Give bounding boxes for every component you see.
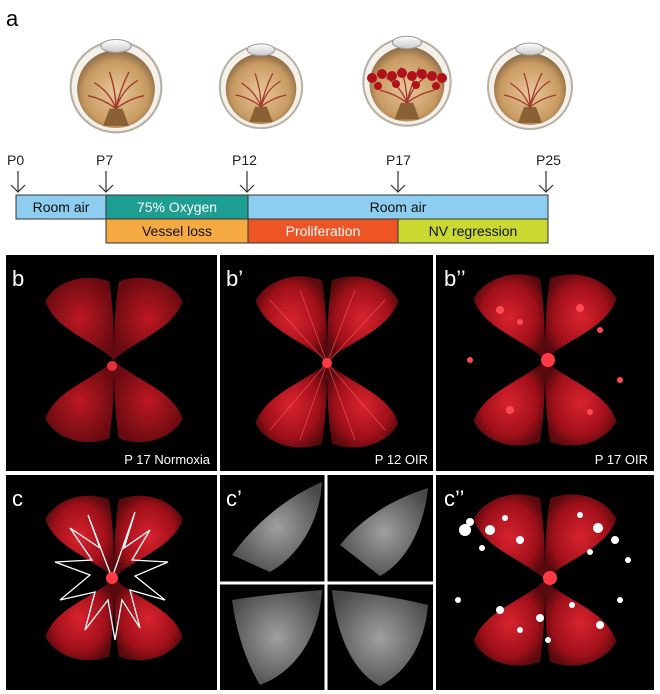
room-air-label-2: Room air — [370, 199, 427, 215]
day-label-p25: P25 — [536, 152, 561, 168]
room-air-bar-2 — [247, 194, 549, 220]
panel-c1: c’ — [220, 475, 433, 690]
panel-b1: b’ P 12 OIR — [220, 255, 433, 471]
proliferation-label: Proliferation — [286, 223, 361, 239]
down-arrow-icon — [98, 171, 114, 193]
nv-regression-bar — [397, 218, 549, 244]
panel-c: c — [6, 475, 217, 690]
caption-b1: P 12 OIR — [375, 452, 428, 467]
caption-b2: P 17 OIR — [595, 452, 648, 467]
down-arrow-icon — [538, 171, 554, 193]
eyeball-icon — [218, 42, 304, 130]
proliferation-bar — [247, 218, 399, 244]
vessel-loss-label: Vessel loss — [142, 223, 212, 239]
panel-b: b P 17 Normoxia — [6, 255, 217, 471]
day-label-p12: P12 — [232, 152, 257, 168]
down-arrow-icon — [239, 171, 255, 193]
panel-label-c1: c’ — [226, 486, 242, 511]
day-label-p7: P7 — [96, 152, 113, 168]
panel-label-b2: b’’ — [444, 266, 466, 291]
caption-b: P 17 Normoxia — [124, 452, 211, 467]
nv-regression-label: NV regression — [429, 223, 518, 239]
down-arrow-icon — [390, 171, 406, 193]
day-label-p0: P0 — [7, 152, 24, 168]
oxygen-label: 75% Oxygen — [137, 199, 217, 215]
panel-label-c: c — [12, 486, 23, 511]
down-arrow-icon — [10, 171, 26, 193]
panel-b2: b’’ P 17 OIR — [436, 255, 654, 471]
day-label-p17: P17 — [386, 152, 411, 168]
eyeball-icon — [362, 35, 452, 127]
room-air-label-1: Room air — [33, 199, 90, 215]
panel-c2: c’’ — [436, 475, 654, 690]
eyeball-icon — [69, 38, 163, 134]
panel-label-b: b — [12, 266, 24, 291]
panel-label-b1: b’ — [226, 266, 243, 291]
room-air-bar-1 — [15, 194, 107, 220]
eyeball-icon — [486, 41, 574, 131]
panel-label-c2: c’’ — [444, 486, 464, 511]
panel-label-a: a — [6, 6, 19, 31]
